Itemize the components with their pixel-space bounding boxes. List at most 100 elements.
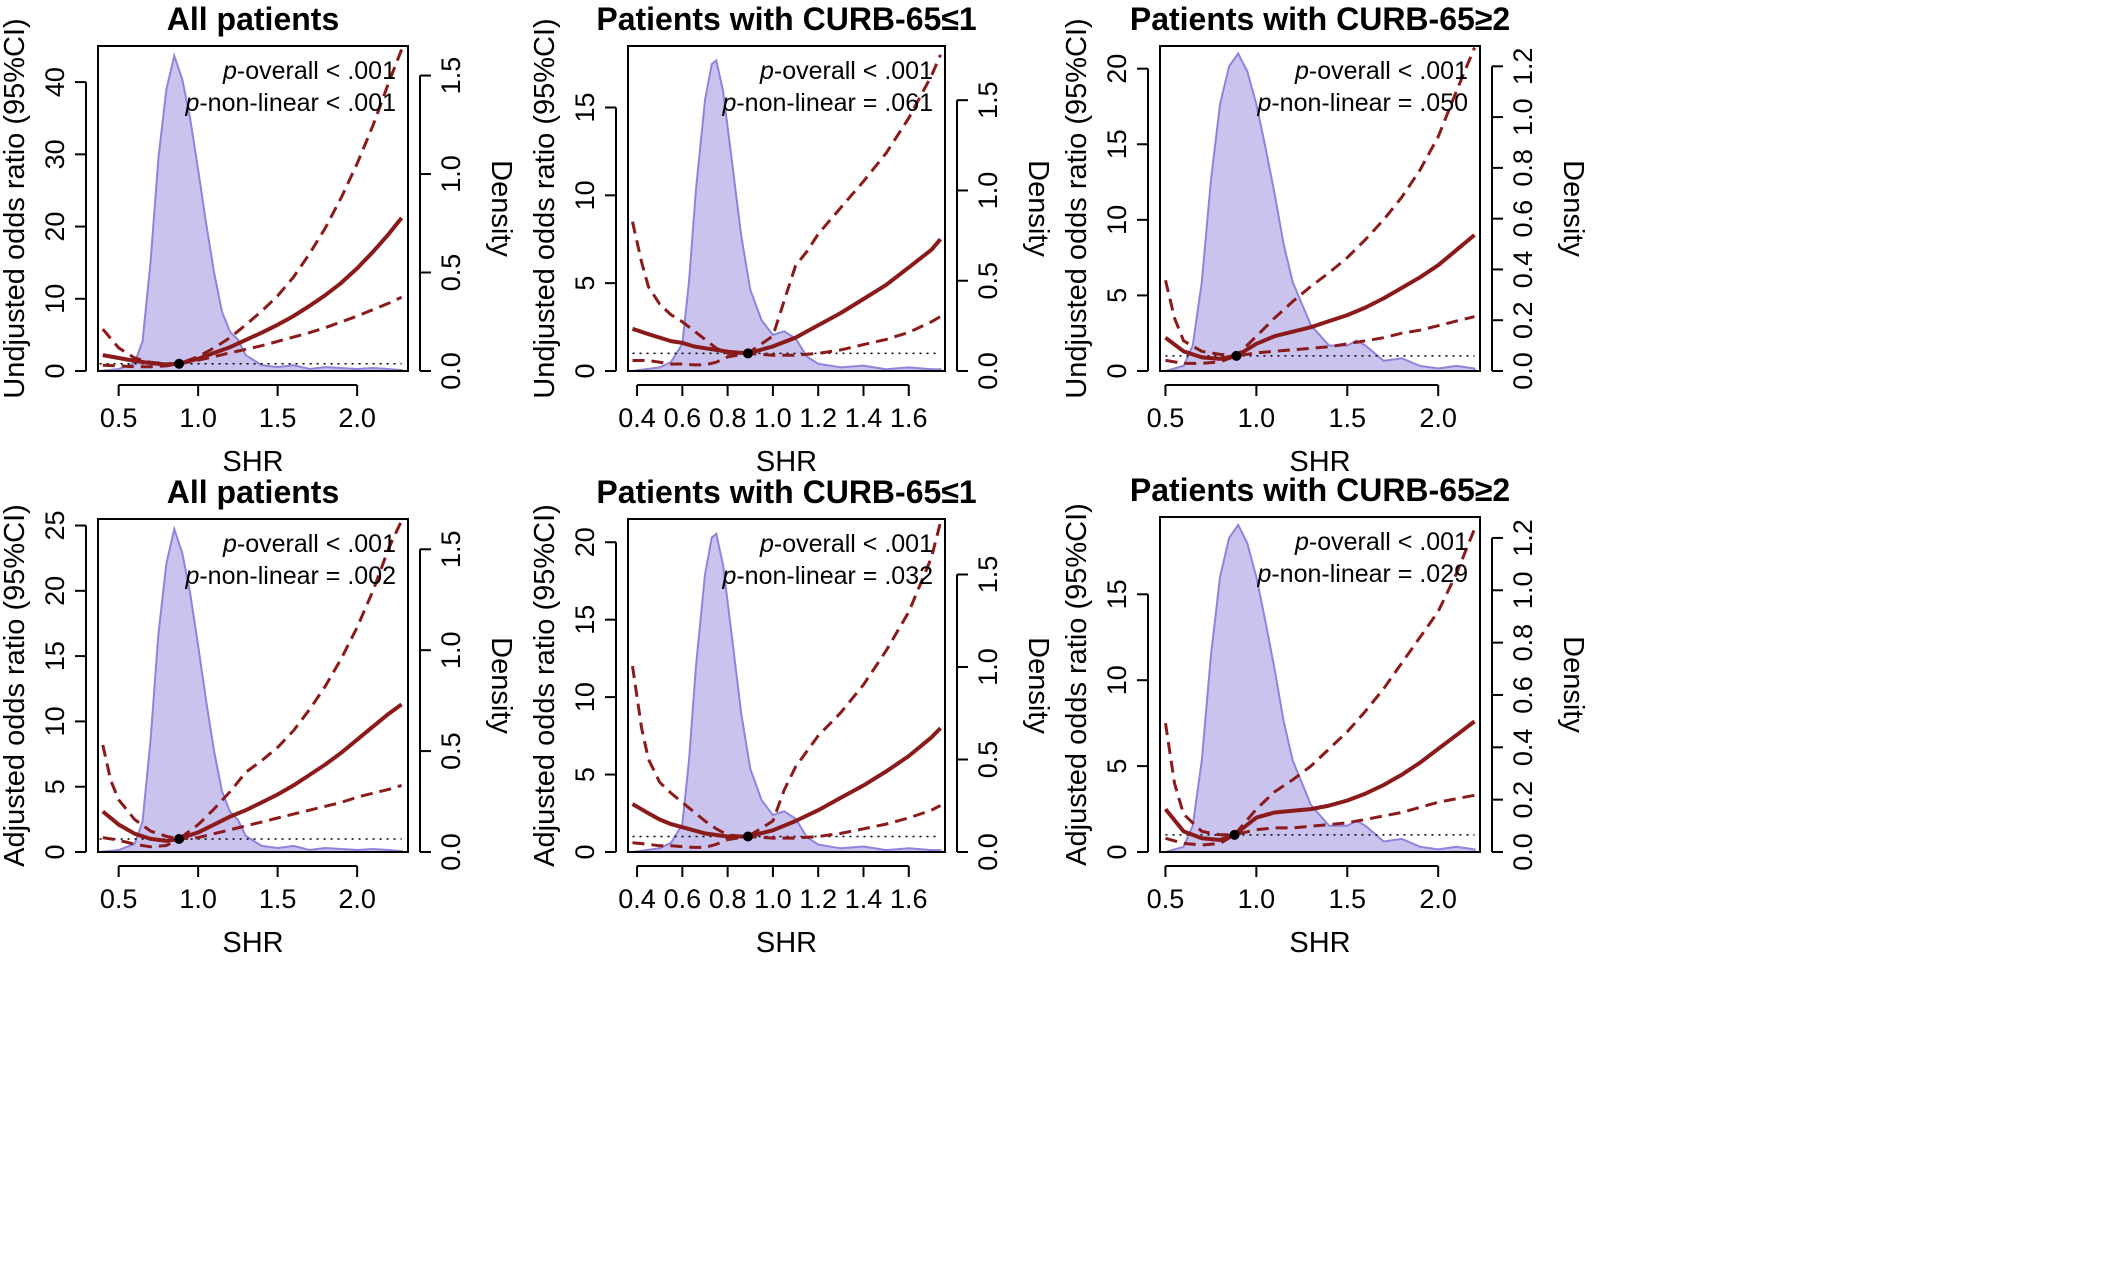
y-tick-label: 25 bbox=[40, 511, 70, 541]
p-value-annotation: p-overall < .001 bbox=[1294, 528, 1468, 556]
x-tick-label: 1.4 bbox=[845, 884, 883, 914]
ci-line-2 bbox=[101, 520, 403, 841]
x-tick-label: 0.5 bbox=[1147, 884, 1185, 914]
y-tick-label: 15 bbox=[570, 92, 600, 122]
y2-axis-label: Density bbox=[485, 160, 517, 257]
y-tick-label: 10 bbox=[40, 284, 70, 314]
density-area bbox=[632, 531, 942, 853]
y2-tick-label: 1.5 bbox=[436, 530, 466, 568]
y2-tick-label: 0.6 bbox=[1508, 676, 1538, 714]
y-tick-label: 20 bbox=[570, 527, 600, 557]
y-tick-label: 15 bbox=[570, 605, 600, 635]
p-italic: p bbox=[759, 530, 774, 558]
x-tick-label: 2.0 bbox=[338, 884, 376, 914]
ci-line-1 bbox=[1165, 315, 1475, 365]
y2-tick-label: 1.0 bbox=[1508, 572, 1538, 610]
density-area bbox=[1165, 522, 1476, 853]
reference-point bbox=[1231, 350, 1242, 361]
panel-title: Patients with CURB-65≤1 bbox=[596, 1, 976, 37]
y2-axis-label: Density bbox=[1557, 636, 1589, 733]
x-tick-label: 0.5 bbox=[1147, 403, 1185, 433]
ci-line-2 bbox=[631, 54, 942, 355]
p-text: -non-linear < .001 bbox=[199, 89, 396, 117]
plot-frame bbox=[1159, 516, 1481, 853]
x-tick-label: 1.5 bbox=[1328, 403, 1366, 433]
x-axis-label: SHR bbox=[222, 927, 283, 959]
p-value-annotation: p-non-linear = .032 bbox=[721, 562, 933, 590]
y2-tick-label: 1.5 bbox=[436, 57, 466, 95]
plot-frame bbox=[627, 45, 946, 372]
y2-tick-label: 0.0 bbox=[973, 352, 1003, 390]
y-tick-label: 10 bbox=[40, 706, 70, 736]
y-tick-label: 20 bbox=[40, 212, 70, 242]
x-tick-label: 1.0 bbox=[754, 403, 792, 433]
p-text: -overall < .001 bbox=[237, 57, 396, 85]
y-tick-label: 10 bbox=[1102, 205, 1132, 235]
odds-ratio-line bbox=[1164, 233, 1476, 361]
p-text: -non-linear = .002 bbox=[199, 562, 396, 590]
p-value-annotation: p-non-linear = .002 bbox=[184, 562, 396, 590]
y-tick-label: 10 bbox=[570, 682, 600, 712]
y2-tick-label: 0.6 bbox=[1508, 200, 1538, 238]
x-tick-label: 1.4 bbox=[845, 403, 883, 433]
panel-title: All patients bbox=[167, 1, 339, 37]
reference-point bbox=[743, 831, 754, 842]
p-italic: p bbox=[1294, 57, 1309, 85]
x-tick-label: 0.5 bbox=[100, 403, 138, 433]
p-text: -non-linear = .061 bbox=[736, 89, 933, 117]
p-value-annotation: p-overall < .001 bbox=[759, 57, 933, 85]
p-italic: p bbox=[721, 562, 736, 590]
ci-line-1 bbox=[102, 295, 403, 369]
y-axis-label: Adjusted odds ratio (95%CI) bbox=[0, 504, 31, 867]
y-tick-label: 20 bbox=[40, 576, 70, 606]
p-italic: p bbox=[1294, 528, 1309, 556]
y-tick-label: 5 bbox=[40, 779, 70, 794]
density-area bbox=[99, 525, 403, 853]
density-area bbox=[1165, 51, 1476, 372]
y-tick-label: 40 bbox=[40, 67, 70, 97]
p-text: -non-linear = .050 bbox=[1271, 89, 1468, 117]
panel-title: Patients with CURB-65≤1 bbox=[596, 474, 976, 510]
p-italic: p bbox=[184, 89, 199, 117]
y2-tick-label: 1.0 bbox=[973, 172, 1003, 210]
y2-tick-label: 0.5 bbox=[973, 262, 1003, 300]
y-tick-label: 0 bbox=[1102, 363, 1132, 378]
panel-6: 0.5 1.0 1.5 2.0 SHR 0 5 10 15 Adjusted odds ratio… bbox=[1061, 472, 1589, 959]
x-tick-label: 0.5 bbox=[100, 884, 138, 914]
p-value-annotation: p-overall < .001 bbox=[222, 530, 396, 558]
x-tick-label: 1.6 bbox=[890, 884, 928, 914]
plot-frame bbox=[97, 518, 409, 853]
panel-title: Patients with CURB-65≥2 bbox=[1130, 1, 1510, 37]
p-value-annotation: p-non-linear = .061 bbox=[721, 89, 933, 117]
x-tick-label: 1.0 bbox=[754, 884, 792, 914]
x-axis-label: SHR bbox=[222, 446, 283, 478]
y-tick-label: 15 bbox=[1102, 129, 1132, 159]
p-text: -non-linear = .029 bbox=[1271, 560, 1468, 588]
x-tick-label: 1.0 bbox=[179, 403, 217, 433]
y-axis-label: Adjusted odds ratio (95%CI) bbox=[1061, 503, 1093, 866]
x-axis-label: SHR bbox=[756, 446, 817, 478]
y2-tick-label: 0.5 bbox=[973, 741, 1003, 779]
plot-frame bbox=[627, 518, 946, 853]
y2-tick-label: 1.2 bbox=[1508, 519, 1538, 557]
y-tick-label: 20 bbox=[1102, 54, 1132, 84]
y-tick-label: 0 bbox=[570, 363, 600, 378]
y2-tick-label: 0.0 bbox=[1508, 352, 1538, 390]
x-axis-label: SHR bbox=[756, 927, 817, 959]
reference-point bbox=[174, 358, 185, 369]
p-italic: p bbox=[222, 57, 237, 85]
y-tick-label: 0 bbox=[40, 363, 70, 378]
x-tick-label: 1.0 bbox=[179, 884, 217, 914]
plot-frame bbox=[97, 45, 409, 372]
y2-tick-label: 0.2 bbox=[1508, 781, 1538, 819]
y2-tick-label: 0.0 bbox=[436, 352, 466, 390]
y2-tick-label: 0.0 bbox=[436, 833, 466, 871]
y2-tick-label: 0.0 bbox=[973, 833, 1003, 871]
p-text: -overall < .001 bbox=[237, 530, 396, 558]
y-axis-label: Undjusted odds ratio (95%CI) bbox=[1061, 18, 1093, 398]
reference-point bbox=[743, 348, 754, 359]
p-italic: p bbox=[222, 530, 237, 558]
y-tick-label: 15 bbox=[1102, 579, 1132, 609]
p-italic: p bbox=[721, 89, 736, 117]
panel-1: 0.5 1.0 1.5 2.0 SHR 0 10 20 30 40 Undjusted odds r… bbox=[0, 1, 517, 478]
